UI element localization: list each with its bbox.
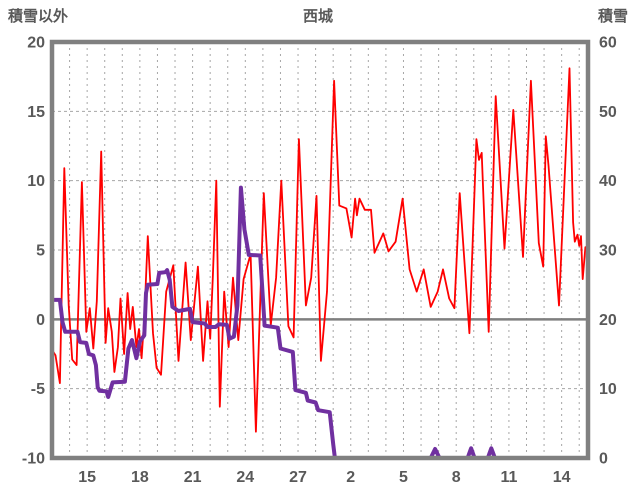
right-axis-tick-label: 10	[599, 381, 617, 398]
right-axis-tick-label: 40	[599, 173, 617, 190]
x-axis-tick-label: 18	[131, 469, 149, 486]
plot-frame-group	[49, 39, 591, 461]
left-axis-tick-label: 10	[27, 173, 45, 190]
series-group	[50, 67, 590, 460]
left-axis-tick-label: 5	[36, 243, 45, 260]
left-axis-tick-label: 15	[27, 104, 45, 121]
x-axis-tick-label: 21	[184, 469, 202, 486]
gridlines-group	[52, 42, 588, 458]
right-axis-tick-label: 50	[599, 104, 617, 121]
right-axis-title: 積雪	[597, 8, 628, 25]
x-axis-tick-label: 11	[500, 469, 517, 486]
x-axis-tick-label: 27	[289, 469, 307, 486]
left-axis-tick-label: -10	[22, 451, 45, 468]
right-axis-tick-label: 60	[599, 35, 617, 52]
right-axis-tick-label: 30	[599, 243, 617, 260]
right-axis-tick-label: 20	[599, 312, 617, 329]
x-axis-tick-label: 8	[452, 469, 461, 486]
left-axis-tick-label: 20	[27, 35, 45, 52]
x-axis-tick-label: 5	[399, 469, 408, 486]
left-axis-tick-label: -5	[31, 381, 45, 398]
left-axis-tick-label: 0	[36, 312, 45, 329]
left-axis-title: 積雪以外	[8, 8, 69, 25]
chart-title: 西城	[302, 8, 333, 25]
x-axis-tick-label: 15	[78, 469, 96, 486]
right-axis-tick-label: 0	[599, 451, 608, 468]
x-axis-tick-label: 24	[236, 469, 254, 486]
x-axis-tick-label: 2	[346, 469, 355, 486]
plot-frame	[49, 39, 591, 461]
x-axis-tick-label: 14	[553, 469, 571, 486]
snow-depth-line	[50, 185, 590, 460]
temperature-line	[52, 67, 588, 433]
